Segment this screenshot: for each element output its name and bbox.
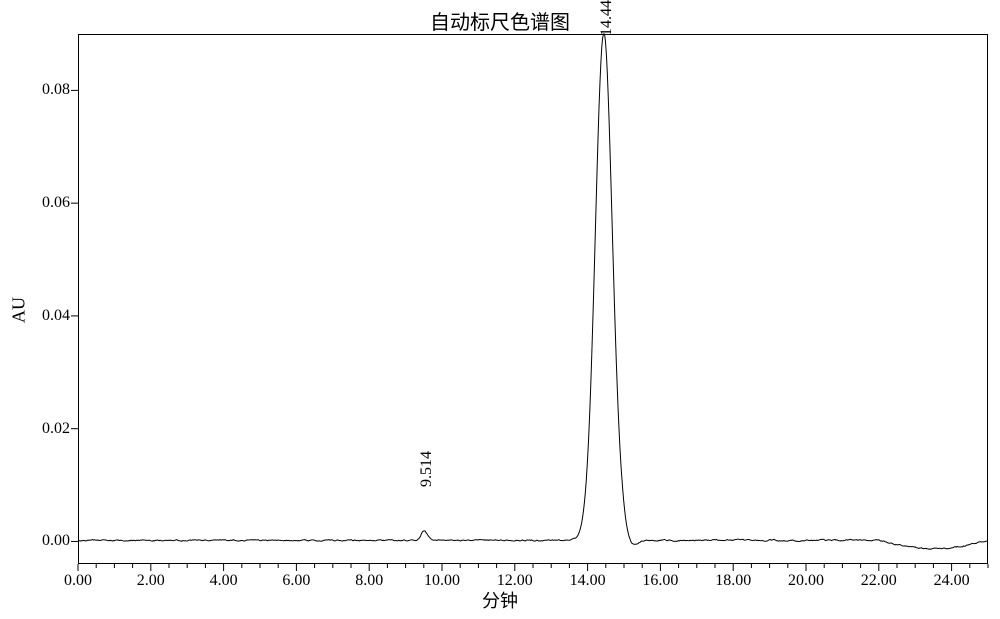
x-tick-label: 10.00 [424,572,460,590]
y-tick-label: 0.08 [22,81,70,99]
x-tick-label: 12.00 [497,572,533,590]
x-tick-label: 6.00 [282,572,310,590]
x-tick-label: 4.00 [210,572,238,590]
x-tick-label: 18.00 [715,572,751,590]
plot-svg [78,34,988,564]
peak-label: 14.446 [598,0,616,36]
x-tick-label: 8.00 [355,572,383,590]
x-tick-label: 22.00 [861,572,897,590]
x-tick-label: 0.00 [64,572,92,590]
x-tick-label: 14.00 [570,572,606,590]
y-tick-label: 0.02 [22,420,70,438]
y-tick-label: 0.04 [22,307,70,325]
chromatogram-trace [78,34,988,549]
chart-title: 自动标尺色谱图 [0,6,1000,35]
plot-area [78,34,988,564]
x-tick-label: 16.00 [642,572,678,590]
chromatogram-figure: 自动标尺色谱图 AU 分钟 0.002.004.006.008.0010.001… [0,0,1000,619]
peak-label: 9.514 [418,451,436,487]
y-tick-label: 0.06 [22,194,70,212]
x-axis-label: 分钟 [0,587,1000,613]
x-tick-label: 2.00 [137,572,165,590]
y-tick-label: 0.00 [22,532,70,550]
x-tick-label: 24.00 [934,572,970,590]
x-tick-label: 20.00 [788,572,824,590]
